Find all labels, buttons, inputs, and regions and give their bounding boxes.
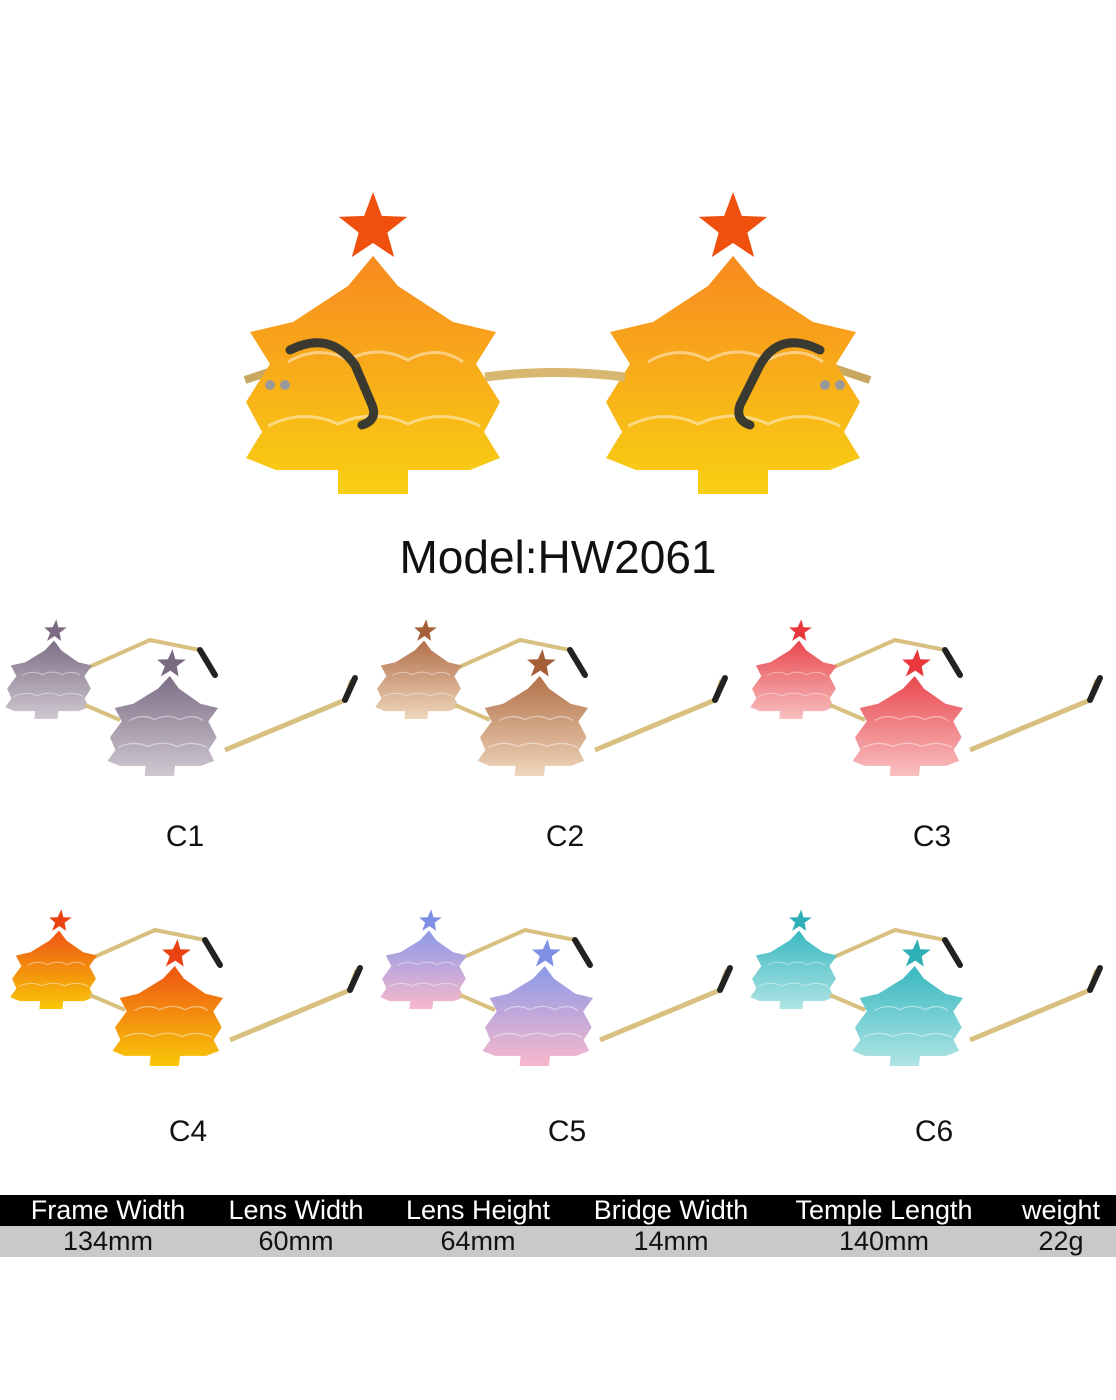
bridge <box>484 368 626 382</box>
spec-header: Frame Width <box>30 1195 186 1225</box>
variant-left-lens <box>750 619 838 720</box>
right-lens <box>606 192 860 494</box>
variant-left-lens <box>750 909 838 1010</box>
tree-lens-shape <box>246 256 500 494</box>
variant-right-lens <box>852 939 964 1067</box>
variant-sunglasses-image <box>375 619 728 777</box>
tree-lens-shape <box>10 930 98 1010</box>
star-icon <box>789 909 812 931</box>
spec-value: 134mm <box>62 1226 154 1256</box>
spec-header: Lens Width <box>228 1195 364 1225</box>
spec-value: 14mm <box>633 1226 709 1256</box>
spec-value: 60mm <box>258 1226 334 1256</box>
spec-header: Lens Height <box>405 1195 551 1225</box>
variant-sunglasses-image <box>380 909 733 1067</box>
variant-label: C3 <box>912 820 952 853</box>
star-icon <box>902 939 931 967</box>
variant-right-lens <box>482 939 594 1067</box>
variant-label: C4 <box>168 1115 208 1148</box>
left-lens <box>246 192 500 494</box>
tree-lens-shape <box>5 640 93 720</box>
variant-left-lens <box>375 619 463 720</box>
star-icon <box>419 909 442 931</box>
star-icon <box>414 619 437 641</box>
main-sunglasses-image <box>243 192 872 494</box>
star-icon <box>902 649 931 677</box>
tree-lens-shape <box>750 930 838 1010</box>
variant-right-lens <box>107 649 219 777</box>
tree-lens-shape <box>606 256 860 494</box>
star-icon <box>157 649 186 677</box>
tree-lens-shape <box>852 966 964 1067</box>
variant-left-lens <box>10 909 98 1010</box>
star-icon <box>527 649 556 677</box>
star-icon <box>698 192 768 258</box>
spec-value: 22g <box>1038 1226 1084 1256</box>
variant-label: C5 <box>547 1115 587 1148</box>
star-icon <box>44 619 67 641</box>
spec-header: Temple Length <box>795 1195 973 1225</box>
variant-left-lens <box>380 909 468 1010</box>
tree-lens-shape <box>112 966 224 1067</box>
tree-lens-shape <box>482 966 594 1067</box>
spec-value: 64mm <box>440 1226 516 1256</box>
variant-sunglasses-image <box>5 619 358 777</box>
variant-sunglasses-image <box>750 909 1103 1067</box>
spec-value-row: 134mm 60mm 64mm 14mm 140mm 22g <box>0 1226 1116 1257</box>
variant-label: C2 <box>545 820 585 853</box>
tree-lens-shape <box>750 640 838 720</box>
model-label: Model:HW2061 <box>399 531 717 583</box>
star-icon <box>789 619 812 641</box>
star-icon <box>162 939 191 967</box>
spec-value: 140mm <box>838 1226 930 1256</box>
star-icon <box>49 909 72 931</box>
variant-label: C1 <box>165 820 205 853</box>
variant-left-lens <box>5 619 93 720</box>
variant-sunglasses-image <box>10 909 363 1067</box>
variant-right-lens <box>477 649 589 777</box>
spec-header: Bridge Width <box>593 1195 749 1225</box>
tree-lens-shape <box>375 640 463 720</box>
tree-lens-shape <box>852 676 964 777</box>
variant-right-lens <box>112 939 224 1067</box>
spec-header: weight <box>1021 1195 1101 1225</box>
tree-lens-shape <box>477 676 589 777</box>
variant-right-lens <box>852 649 964 777</box>
tree-lens-shape <box>380 930 468 1010</box>
star-icon <box>338 192 408 258</box>
tree-lens-shape <box>107 676 219 777</box>
variant-sunglasses-image <box>750 619 1103 777</box>
spec-table: Frame Width Lens Width Lens Height Bridg… <box>0 1195 1116 1257</box>
star-icon <box>532 939 561 967</box>
variant-label: C6 <box>914 1115 954 1148</box>
spec-header-row: Frame Width Lens Width Lens Height Bridg… <box>0 1195 1116 1226</box>
